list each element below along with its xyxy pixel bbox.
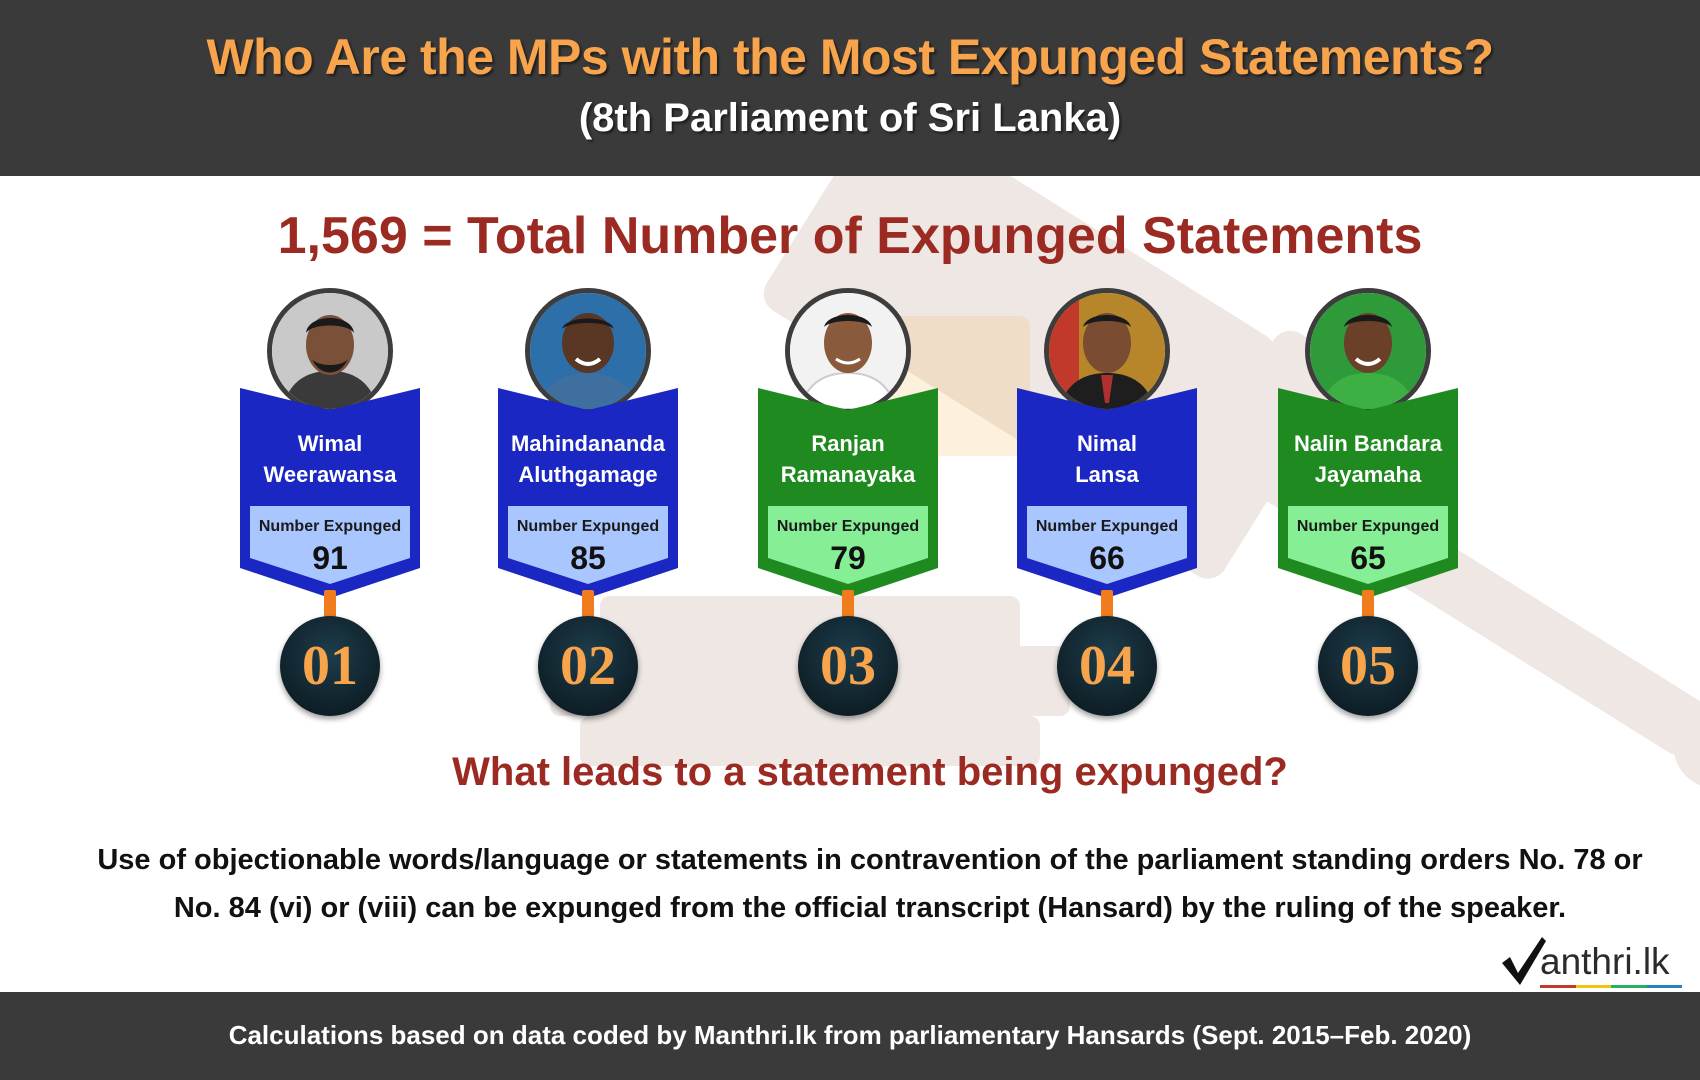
header-banner: Who Are the MPs with the Most Expunged S…	[0, 0, 1700, 176]
mp-card: Nalin Bandara Jayamaha Number Expunged 6…	[1276, 288, 1460, 728]
logo-color-bar	[1540, 985, 1682, 988]
rank-badge: 05	[1318, 616, 1418, 716]
number-expunged-value: 79	[830, 540, 866, 576]
number-expunged-label: Number Expunged	[776, 518, 920, 535]
explanation-text: Use of objectionable words/language or s…	[97, 844, 1643, 924]
mp-card: Ranjan Ramanayaka Number Expunged 79 03	[756, 288, 940, 728]
number-expunged-label: Number Expunged	[516, 518, 660, 535]
number-expunged-label: Number Expunged	[1035, 518, 1179, 535]
number-expunged-value: 65	[1350, 540, 1386, 576]
page-title: Who Are the MPs with the Most Expunged S…	[206, 29, 1494, 85]
rank-badge: 04	[1057, 616, 1157, 716]
rank-badge: 01	[280, 616, 380, 716]
mp-ribbon	[1278, 388, 1458, 598]
mp-name: Nimal Lansa	[1075, 431, 1139, 487]
mp-photo-avatar	[1044, 288, 1170, 414]
page-subtitle: (8th Parliament of Sri Lanka)	[578, 96, 1122, 140]
number-expunged-value: 66	[1089, 540, 1125, 576]
manthri-logo: anthri.lk	[1500, 935, 1685, 990]
rank-badge: 02	[538, 616, 638, 716]
mp-photo-avatar	[1305, 288, 1431, 414]
logo-text: anthri.lk	[1540, 941, 1670, 982]
total-expunged-headline: 1,569 = Total Number of Expunged Stateme…	[277, 207, 1423, 265]
mp-card: Nimal Lansa Number Expunged 66 04	[1015, 288, 1199, 728]
mp-ribbon	[498, 388, 678, 598]
mp-ribbon	[240, 388, 420, 598]
number-expunged-label: Number Expunged	[1296, 518, 1440, 535]
mp-name: Mahindananda Aluthgamage	[510, 431, 665, 487]
mp-name: Ranjan Ramanayaka	[780, 431, 916, 487]
number-expunged-value: 91	[312, 540, 348, 576]
number-expunged-value: 85	[570, 540, 606, 576]
mp-ribbon	[1017, 388, 1197, 598]
footer-banner: Calculations based on data coded by Mant…	[0, 992, 1700, 1080]
mp-photo-avatar	[785, 288, 911, 414]
footer-note: Calculations based on data coded by Mant…	[228, 1020, 1472, 1050]
checkmark-logo-icon	[1502, 937, 1546, 985]
mp-card: Wimal Weerawansa Number Expunged 91 01	[238, 288, 422, 728]
mp-card: Mahindananda Aluthgamage Number Expunged…	[496, 288, 680, 728]
mp-name: Wimal Weerawansa	[263, 431, 397, 487]
number-expunged-label: Number Expunged	[258, 518, 402, 535]
mp-ribbon	[758, 388, 938, 598]
mp-photo-avatar	[267, 288, 393, 414]
mp-photo-avatar	[525, 288, 651, 414]
explanation-question: What leads to a statement being expunged…	[452, 750, 1288, 794]
rank-badge: 03	[798, 616, 898, 716]
mp-name: Nalin Bandara Jayamaha	[1294, 431, 1442, 487]
